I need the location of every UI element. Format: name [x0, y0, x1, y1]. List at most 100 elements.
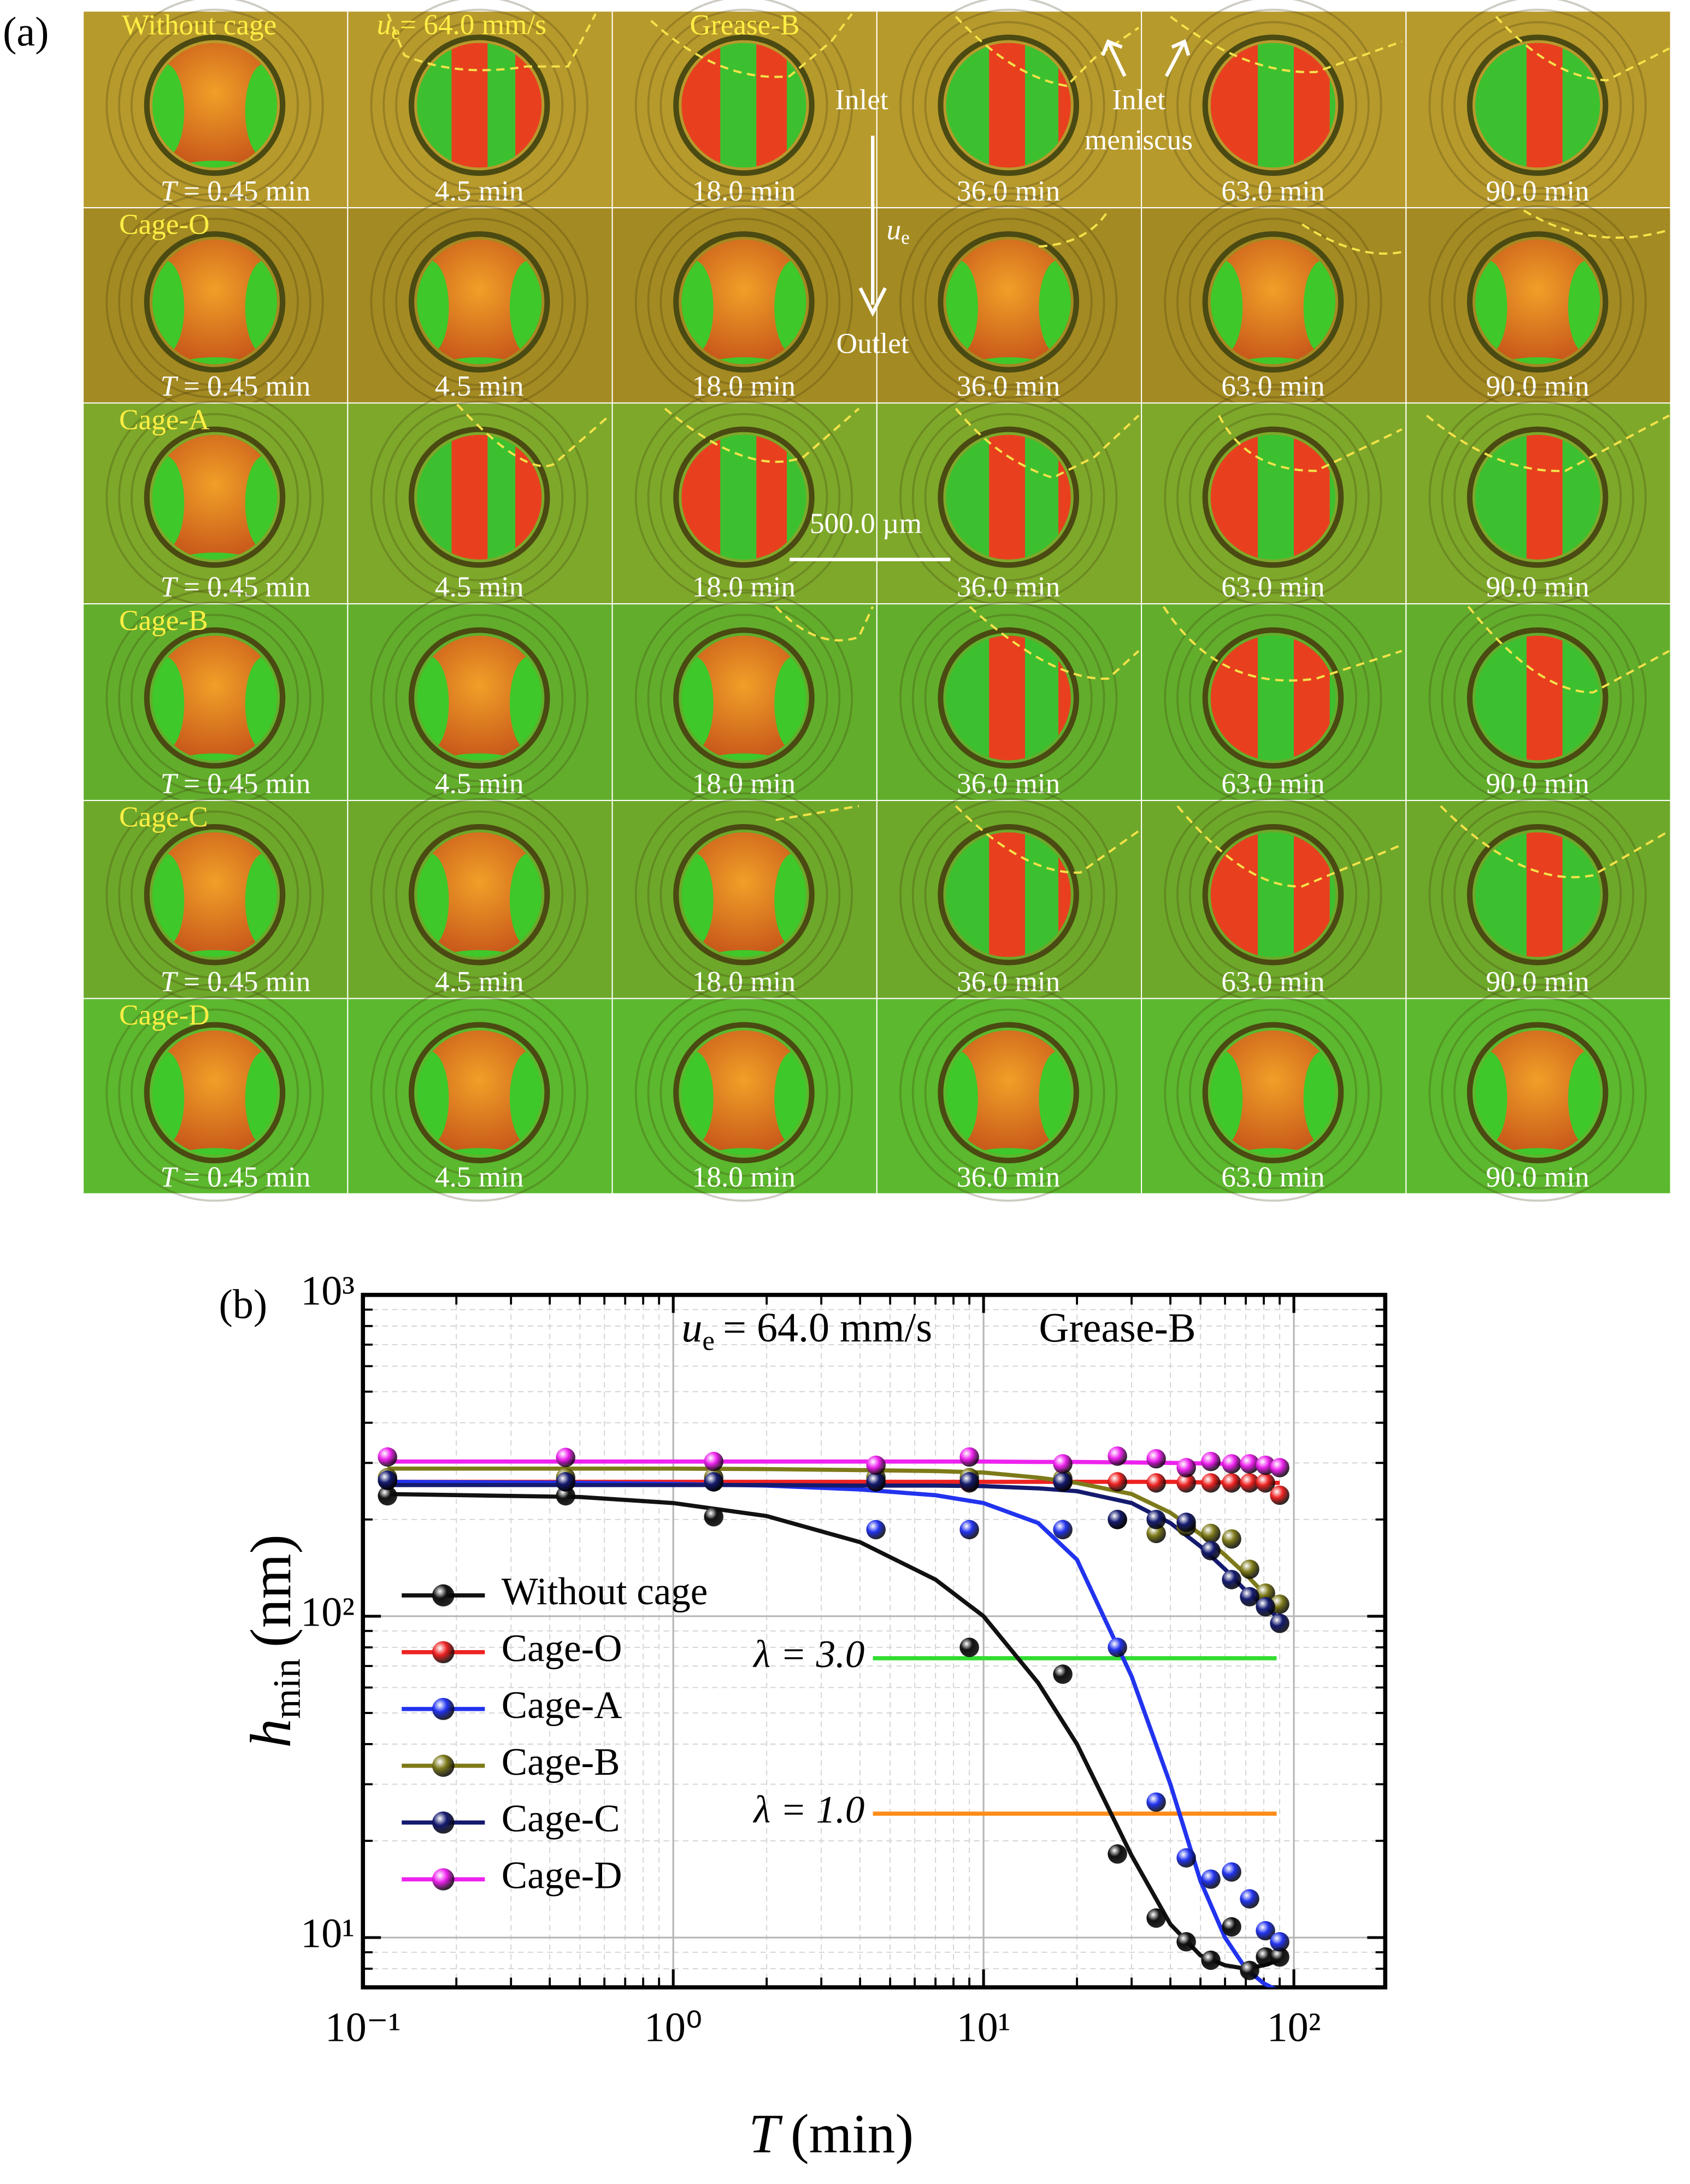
contact-outer — [408, 824, 550, 966]
time-symbol: T — [161, 966, 179, 998]
contact-fill — [152, 239, 278, 364]
stripe — [1526, 43, 1563, 168]
time-label: 18.0 min — [692, 768, 796, 800]
contact-outer — [1202, 1022, 1344, 1164]
contact-outer — [938, 824, 1079, 966]
data-point — [1240, 1454, 1259, 1474]
data-point — [1270, 1932, 1289, 1952]
y-axis-label: hmin (nm) — [239, 1534, 308, 1748]
stripe — [756, 43, 787, 168]
time-label: 4.5 min — [435, 370, 524, 402]
time-label: 4.5 min — [435, 1161, 524, 1193]
data-point — [1240, 1473, 1259, 1493]
contact-fill — [946, 239, 1071, 364]
contact-outer — [1467, 231, 1609, 373]
y-tick-label: 10³ — [301, 1268, 355, 1314]
data-point — [1201, 1541, 1221, 1561]
contact-outer — [938, 1022, 1079, 1164]
stripe — [1258, 832, 1294, 957]
contact-outer — [673, 426, 815, 568]
meniscus-line — [664, 408, 860, 463]
inlet-label: Inlet — [835, 84, 888, 116]
contact-outer — [938, 426, 1079, 568]
stripe — [720, 434, 757, 560]
meniscus-label: Inlet — [1112, 84, 1165, 116]
time-text: 18.0 min — [692, 175, 796, 207]
data-point — [1240, 1961, 1259, 1980]
grease-label: Grease-B — [690, 9, 800, 41]
time-label: 63.0 min — [1221, 175, 1324, 207]
fringe-ring — [395, 614, 564, 782]
stripe — [720, 43, 757, 168]
y-label-symbol: h — [239, 1719, 303, 1748]
fringe-ring — [911, 798, 1105, 992]
contact-outer — [408, 34, 550, 176]
time-symbol: T — [161, 768, 179, 800]
contact-outer — [673, 824, 815, 966]
stripe — [1258, 43, 1294, 168]
data-point — [1108, 1472, 1127, 1492]
contact-fill — [681, 239, 806, 364]
meniscus-line — [1176, 805, 1403, 888]
fringe-ring — [924, 21, 1093, 190]
contact-outer — [673, 627, 815, 769]
stripe — [989, 43, 1026, 168]
stripe — [487, 43, 516, 168]
stripe — [989, 635, 1026, 761]
data-point — [1201, 1452, 1221, 1471]
fringe-ring — [130, 21, 299, 190]
meniscus-line — [1426, 414, 1670, 472]
fringe-ring — [911, 996, 1105, 1190]
time-label: 63.0 min — [1221, 571, 1324, 603]
time-text: = 0.45 min — [184, 175, 311, 207]
contact-outer — [1202, 627, 1344, 769]
contact-outer — [938, 627, 1079, 769]
meniscus-line — [1039, 210, 1109, 248]
time-text: 36.0 min — [957, 175, 1060, 207]
time-label: 4.5 min — [435, 175, 524, 207]
condition-subscript: e — [702, 1325, 715, 1356]
stripe — [1258, 635, 1294, 761]
legend-label: Cage-A — [502, 1684, 622, 1727]
contact-outer — [1202, 34, 1344, 176]
meniscus-line — [969, 605, 1140, 680]
meniscus-line — [955, 408, 1140, 479]
fringe-ring — [382, 8, 576, 202]
data-point — [1176, 1473, 1196, 1493]
row-label: Cage-C — [119, 801, 208, 833]
data-point — [1256, 1583, 1275, 1603]
time-text: 18.0 min — [692, 768, 796, 800]
stripe — [1025, 635, 1058, 761]
contact-outer — [938, 34, 1079, 176]
time-label: 63.0 min — [1221, 370, 1324, 402]
stripe — [1025, 832, 1058, 957]
data-point — [1146, 1908, 1166, 1928]
stripe — [1526, 635, 1563, 761]
data-point — [1222, 1454, 1241, 1474]
time-text: = 0.45 min — [184, 571, 311, 603]
legend-marker — [432, 1811, 455, 1834]
legend-label: Cage-D — [502, 1855, 622, 1897]
time-text: 63.0 min — [1221, 571, 1324, 603]
speed-symbol: u — [377, 9, 392, 41]
contact-outer — [1467, 1022, 1609, 1164]
fringe-ring — [370, 984, 588, 1202]
fit-curve — [387, 1459, 1280, 1467]
contact-outer — [1202, 231, 1344, 373]
time-text: 36.0 min — [957, 1161, 1060, 1193]
stripe — [1526, 434, 1563, 560]
speed-text: = 64.0 mm/s — [400, 9, 546, 41]
stripe — [1329, 43, 1335, 168]
fringe-ring — [659, 1008, 828, 1177]
contact-fill — [417, 635, 542, 761]
data-point — [1222, 1473, 1241, 1493]
meniscus-line — [1523, 209, 1670, 239]
stripe — [451, 434, 488, 560]
fringe-ring — [382, 401, 576, 594]
fringe-ring — [659, 413, 828, 581]
contact-outer — [144, 1022, 286, 1164]
fringe-ring — [130, 614, 299, 782]
contact-zone — [152, 239, 278, 364]
time-text: 63.0 min — [1221, 370, 1324, 402]
fringe-ring — [130, 810, 299, 979]
